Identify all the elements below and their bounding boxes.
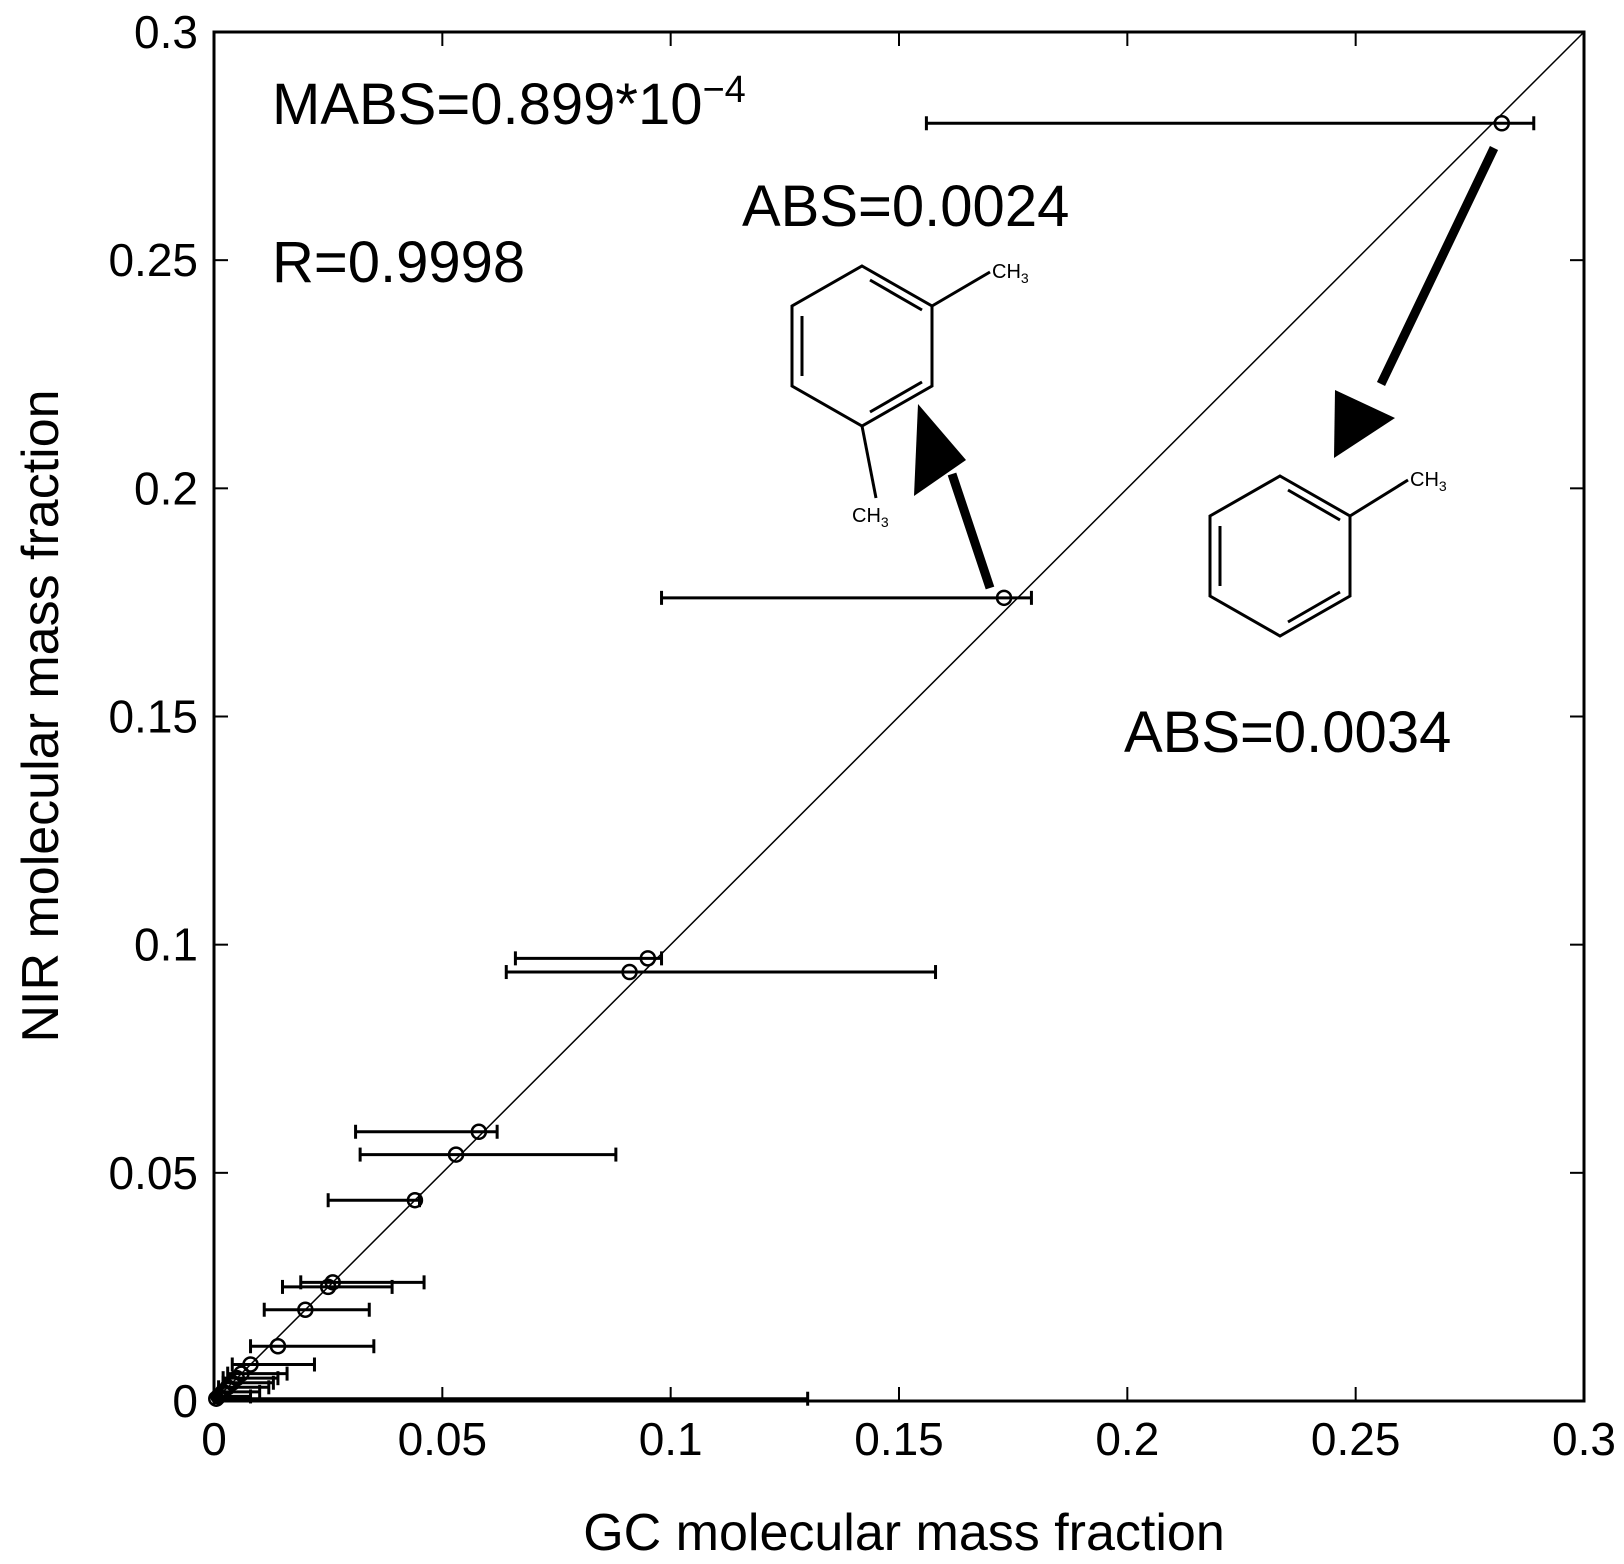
abs-xylene-annotation: ABS=0.0024 — [742, 174, 1069, 239]
y-tick-label: 0.25 — [108, 234, 198, 286]
data-point — [324, 1274, 341, 1291]
y-tick-label: 0.1 — [134, 919, 198, 971]
data-point — [621, 963, 638, 981]
abs-toluene-annotation: ABS=0.0034 — [1124, 700, 1451, 765]
data-point — [208, 1390, 225, 1407]
data-point — [447, 1146, 465, 1163]
data-point — [639, 950, 657, 967]
data-point — [224, 1374, 241, 1391]
x-tick-label: 0.25 — [1311, 1413, 1401, 1465]
x-tick-label: 0.2 — [1095, 1413, 1159, 1465]
data-point — [470, 1123, 488, 1141]
y-axis-title: NIR molecular mass fraction — [12, 389, 70, 1042]
data-point — [319, 1278, 337, 1296]
mabs-annotation: MABS=0.899*10−4 — [272, 69, 746, 137]
toluene-structure — [1208, 474, 1409, 638]
arrow-to-toluene — [1334, 146, 1499, 458]
y-tick-label: 0.05 — [108, 1147, 198, 1199]
data-point — [297, 1301, 314, 1318]
arrow-to-xylene — [914, 404, 995, 590]
xylene-ch3-top: CH3 — [992, 261, 1029, 286]
y-tick-label: 0.15 — [108, 691, 198, 743]
reference-line — [213, 31, 1585, 1402]
y-tick-label: 0.2 — [134, 462, 198, 514]
data-point — [233, 1365, 250, 1382]
data-point — [995, 589, 1013, 607]
y-tick-label: 0.3 — [134, 6, 198, 58]
mabs-annotation-text: MABS=0.899*10 — [272, 72, 702, 137]
x-axis-title: GC molecular mass fraction — [583, 1504, 1225, 1562]
toluene-ch3: CH3 — [1410, 469, 1447, 494]
plot-layer: 0 0.05 0.1 0.15 0.2 0.25 0.3 0 0.05 0.1 0.15 0.2 0.2… — [108, 6, 1616, 1465]
data-point — [228, 1369, 246, 1387]
data-point — [406, 1191, 424, 1209]
mabs-exponent: −4 — [702, 69, 745, 111]
data-point — [1493, 115, 1511, 132]
r-annotation: R=0.9998 — [272, 230, 525, 295]
x-tick-label: 0 — [201, 1413, 227, 1465]
m-xylene-structure — [790, 264, 991, 499]
x-tick-label: 0.05 — [398, 1413, 488, 1465]
data-point — [242, 1356, 259, 1373]
x-tick-label: 0.1 — [639, 1413, 703, 1465]
x-tick-label: 0.3 — [1552, 1413, 1616, 1465]
xylene-ch3-bottom: CH3 — [852, 505, 889, 530]
y-tick-label: 0 — [172, 1375, 198, 1427]
data-point — [219, 1379, 236, 1396]
data-point — [269, 1337, 287, 1355]
data-point — [210, 1388, 227, 1405]
x-tick-label: 0.15 — [854, 1413, 944, 1465]
